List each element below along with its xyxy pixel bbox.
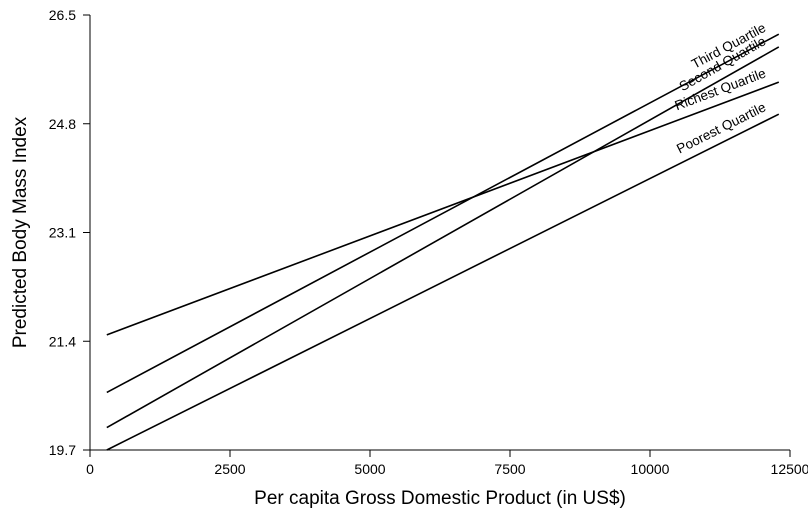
y-tick-label: 19.7 — [49, 442, 76, 458]
series-line-richest-quartile — [106, 81, 780, 336]
series-lines — [106, 33, 780, 451]
x-tick-label: 0 — [86, 461, 94, 477]
x-tick-label: 5000 — [354, 461, 385, 477]
x-axis-title: Per capita Gross Domestic Product (in US… — [254, 488, 626, 509]
y-tick-label: 21.4 — [49, 333, 76, 349]
series-line-third-quartile — [106, 33, 780, 394]
y-tick-label: 24.8 — [49, 116, 76, 132]
x-tick-label: 7500 — [494, 461, 525, 477]
y-tick-label: 26.5 — [49, 7, 76, 23]
x-tick-label: 12500 — [771, 461, 808, 477]
x-ticks: 0 2500 5000 7500 10000 12500 — [86, 450, 808, 477]
y-ticks: 19.7 21.4 23.1 24.8 26.5 — [49, 7, 90, 458]
series-line-second-quartile — [106, 46, 780, 429]
y-tick-label: 23.1 — [49, 225, 76, 241]
x-tick-label: 10000 — [631, 461, 670, 477]
series-line-poorest-quartile — [106, 113, 780, 451]
x-tick-label: 2500 — [214, 461, 245, 477]
y-axis-title: Predicted Body Mass Index — [10, 116, 31, 348]
